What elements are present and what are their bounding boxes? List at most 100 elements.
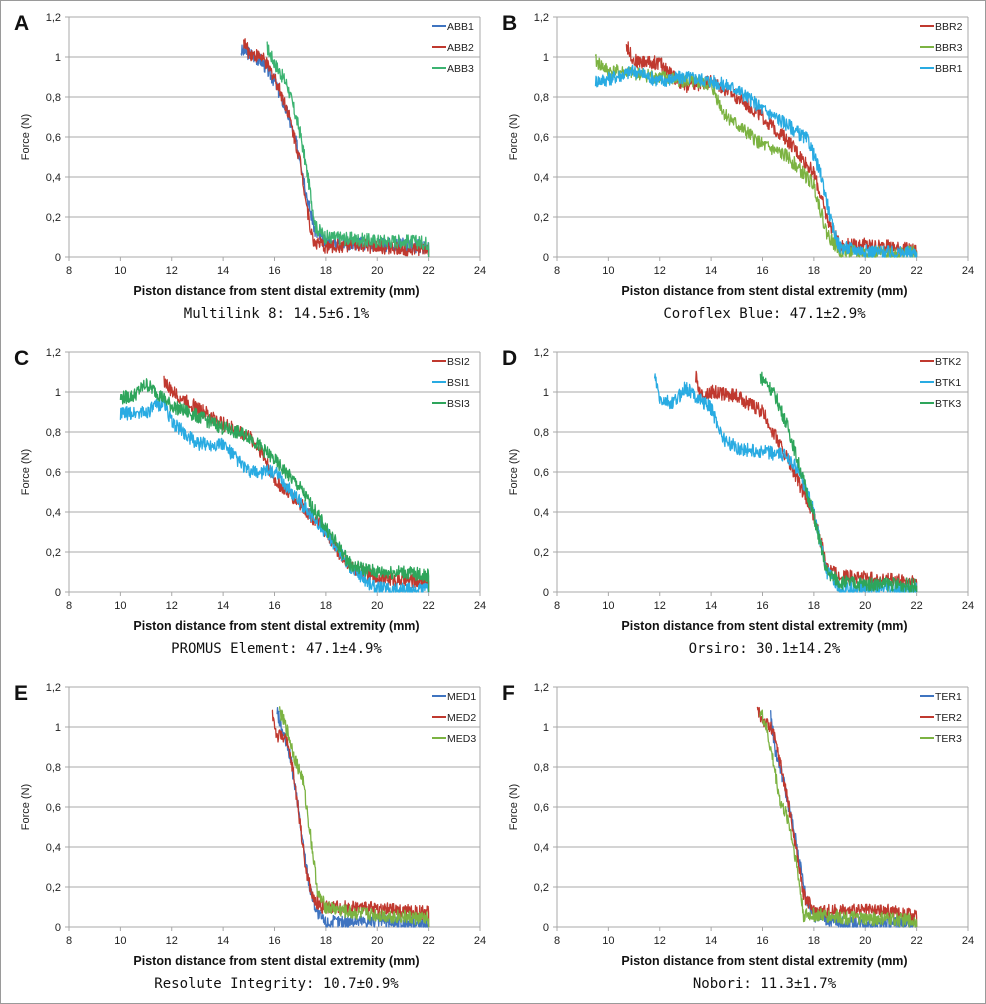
y-tick-label: 0 bbox=[543, 587, 549, 599]
legend-label: BBR3 bbox=[935, 42, 963, 54]
x-tick-label: 16 bbox=[756, 935, 768, 947]
x-axis-title: Piston distance from stent distal extrem… bbox=[133, 954, 419, 968]
y-tick-label: 1,2 bbox=[46, 347, 61, 359]
panel-caption: Coroflex Blue: 47.1±2.9% bbox=[663, 306, 866, 322]
x-tick-label: 20 bbox=[371, 265, 383, 277]
chart-svg: E 0 0,2 0,4 0,6 0,8 1 1,2 8 10 12 14 16 18 20 22 24 MED1 M… bbox=[14, 682, 486, 992]
panel-letter: D bbox=[502, 347, 517, 370]
x-tick-label: 18 bbox=[808, 265, 820, 277]
panel-letter: F bbox=[502, 682, 515, 705]
y-tick-label: 0,2 bbox=[534, 547, 549, 559]
y-tick-label: 1,2 bbox=[46, 682, 61, 694]
x-tick-label: 10 bbox=[602, 265, 614, 277]
x-tick-label: 12 bbox=[166, 935, 178, 947]
x-tick-label: 8 bbox=[554, 935, 560, 947]
y-tick-label: 1,2 bbox=[46, 12, 61, 24]
legend-label: BSI3 bbox=[447, 398, 470, 410]
y-tick-label: 1 bbox=[543, 52, 549, 64]
x-tick-label: 10 bbox=[602, 935, 614, 947]
x-tick-label: 22 bbox=[911, 600, 923, 612]
chart-panel-f: F 0 0,2 0,4 0,6 0,8 1 1,2 8 10 12 14 16 18 20 22 24 TER1 T… bbox=[488, 670, 978, 1000]
legend-label: ABB3 bbox=[447, 63, 474, 75]
y-tick-label: 0,6 bbox=[534, 802, 549, 814]
x-tick-label: 24 bbox=[962, 600, 974, 612]
y-tick-label: 0 bbox=[55, 587, 61, 599]
series-line-ter3 bbox=[759, 709, 918, 928]
x-tick-label: 24 bbox=[474, 935, 486, 947]
series-line-bsi1 bbox=[119, 395, 430, 593]
series-line-btk3 bbox=[759, 371, 918, 593]
y-tick-label: 0,2 bbox=[534, 882, 549, 894]
x-tick-label: 22 bbox=[423, 935, 435, 947]
y-tick-label: 0 bbox=[55, 252, 61, 264]
legend-label: ABB1 bbox=[447, 21, 474, 33]
panel-caption: Resolute Integrity: 10.7±0.9% bbox=[154, 976, 399, 992]
x-tick-label: 12 bbox=[166, 265, 178, 277]
series-line-med2 bbox=[271, 709, 430, 927]
y-axis-title: Force (N) bbox=[20, 784, 32, 830]
x-tick-label: 18 bbox=[320, 935, 332, 947]
x-tick-label: 10 bbox=[114, 935, 126, 947]
x-tick-label: 20 bbox=[859, 935, 871, 947]
x-tick-label: 14 bbox=[217, 935, 229, 947]
x-axis-title: Piston distance from stent distal extrem… bbox=[133, 619, 419, 633]
x-tick-label: 14 bbox=[705, 935, 717, 947]
y-tick-label: 0 bbox=[55, 922, 61, 934]
y-tick-label: 1,2 bbox=[534, 682, 549, 694]
x-tick-label: 18 bbox=[808, 600, 820, 612]
x-tick-label: 24 bbox=[962, 935, 974, 947]
x-tick-label: 20 bbox=[371, 935, 383, 947]
x-tick-label: 10 bbox=[114, 600, 126, 612]
y-tick-label: 1 bbox=[55, 387, 61, 399]
y-tick-label: 1 bbox=[55, 52, 61, 64]
y-tick-label: 1 bbox=[543, 722, 549, 734]
chart-panel-a: A 0 0,2 0,4 0,6 0,8 1 1,2 8 10 12 14 16 18 20 22 24 ABB1 A… bbox=[0, 0, 490, 330]
y-tick-label: 0,8 bbox=[46, 92, 61, 104]
x-tick-label: 8 bbox=[66, 600, 72, 612]
x-tick-label: 16 bbox=[268, 600, 280, 612]
chart-svg: C 0 0,2 0,4 0,6 0,8 1 1,2 8 10 12 14 16 18 20 22 24 BSI2 B… bbox=[14, 347, 486, 657]
y-tick-label: 0,6 bbox=[46, 132, 61, 144]
y-tick-label: 0,4 bbox=[534, 172, 549, 184]
chart-svg: D 0 0,2 0,4 0,6 0,8 1 1,2 8 10 12 14 16 18 20 22 24 BTK2 B… bbox=[502, 347, 974, 657]
series-line-abb1 bbox=[240, 44, 430, 257]
x-tick-label: 10 bbox=[114, 265, 126, 277]
series-line-bsi3 bbox=[119, 378, 430, 592]
x-tick-label: 24 bbox=[474, 265, 486, 277]
x-tick-label: 18 bbox=[320, 265, 332, 277]
x-tick-label: 14 bbox=[217, 265, 229, 277]
panel-caption: Nobori: 11.3±1.7% bbox=[693, 976, 837, 992]
y-axis-title: Force (N) bbox=[20, 449, 32, 495]
y-tick-label: 0,6 bbox=[534, 467, 549, 479]
chart-svg: B 0 0,2 0,4 0,6 0,8 1 1,2 8 10 12 14 16 18 20 22 24 BBR2 B… bbox=[502, 12, 974, 322]
y-tick-label: 0,2 bbox=[46, 547, 61, 559]
y-tick-label: 0,4 bbox=[46, 842, 61, 854]
y-tick-label: 0,2 bbox=[46, 212, 61, 224]
series-line-abb2 bbox=[243, 38, 430, 257]
legend-label: BTK2 bbox=[935, 356, 961, 368]
chart-svg: F 0 0,2 0,4 0,6 0,8 1 1,2 8 10 12 14 16 18 20 22 24 TER1 T… bbox=[502, 682, 974, 992]
x-tick-label: 10 bbox=[602, 600, 614, 612]
y-tick-label: 0,6 bbox=[534, 132, 549, 144]
series-line-bbr1 bbox=[594, 64, 918, 258]
y-tick-label: 0,4 bbox=[46, 172, 61, 184]
series-line-btk1 bbox=[653, 373, 918, 593]
legend-label: MED1 bbox=[447, 691, 476, 703]
y-tick-label: 0,8 bbox=[46, 427, 61, 439]
x-tick-label: 20 bbox=[859, 265, 871, 277]
x-tick-label: 18 bbox=[808, 935, 820, 947]
series-line-bbr3 bbox=[594, 53, 918, 258]
y-tick-label: 0,4 bbox=[534, 842, 549, 854]
series-line-med1 bbox=[276, 706, 430, 928]
panel-letter: A bbox=[14, 12, 29, 35]
x-tick-label: 8 bbox=[554, 265, 560, 277]
panel-caption: Multilink 8: 14.5±6.1% bbox=[184, 306, 370, 322]
x-tick-label: 22 bbox=[911, 935, 923, 947]
legend-label: BSI2 bbox=[447, 356, 470, 368]
y-axis-title: Force (N) bbox=[508, 114, 520, 160]
x-tick-label: 24 bbox=[474, 600, 486, 612]
legend-label: BTK3 bbox=[935, 398, 961, 410]
x-tick-label: 16 bbox=[268, 265, 280, 277]
x-tick-label: 20 bbox=[371, 600, 383, 612]
legend-label: BBR2 bbox=[935, 21, 963, 33]
